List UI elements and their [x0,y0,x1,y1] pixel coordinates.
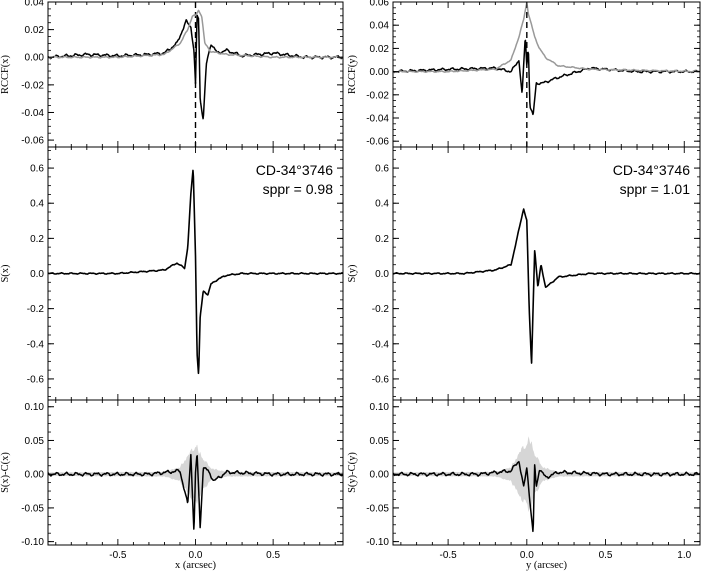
x-tick-label: 0.0 [189,550,203,561]
plot-frame [392,1,701,148]
panel-left-bottom: 0.10 0.05 0.00 -0.05 -0.10 -0.5 0.0 0.5 S(x)-C(x… [0,399,344,571]
y-tick-label: 0.0 [30,269,44,280]
panel-right-bottom: 0.10 0.05 0.00 -0.05 -0.10 -0.5 0.0 0.5 1.0 S(y)-… [347,399,701,571]
y-tick-label: 0.02 [370,44,390,55]
series-line-1 [392,460,701,533]
y-tick-label: -0.10 [366,537,389,548]
x-tick-label: 0.5 [266,550,280,561]
y-tick-label: 0.02 [25,25,45,36]
series-line-2 [47,9,344,59]
y-tick-label: 0.00 [25,53,45,64]
panel-right-middle: 0.6 0.4 0.2 0.0 -0.2 -0.4 -0.6 S(y) CD-34°3746 sp… [347,146,701,401]
panel-left-middle: 0.6 0.4 0.2 0.0 -0.2 -0.4 -0.6 S(x) CD-34°3746 sp… [0,146,344,401]
y-tick-label: -0.05 [366,503,389,514]
plot-frame [392,399,701,546]
y-tick-label: -0.6 [27,374,45,385]
y-tick-label: 0.0 [375,269,389,280]
y-tick-label: -0.2 [27,304,45,315]
x-axis-label: y (arcsec) [526,560,568,571]
x-tick-label: -0.5 [109,550,127,561]
y-tick-label: 0.6 [30,164,44,175]
y-tick-label: -0.2 [372,304,390,315]
y-tick-label: 0.04 [370,21,390,32]
y-tick-label: 0.4 [30,199,44,210]
y-tick-label: -0.6 [372,374,390,385]
y-axis-label: RCCF(x) [0,54,11,94]
y-tick-label: 0.2 [30,234,44,245]
y-axis-label: S(x)-C(x) [0,452,11,493]
series-line-2 [392,1,701,74]
sppr-label: sppr = 0.98 [263,181,334,197]
y-tick-label: -0.04 [21,108,44,119]
series-line-1 [47,453,344,530]
y-tick-label: 0.04 [25,0,45,9]
x-tick-label: -0.5 [439,550,457,561]
star-name-label: CD-34°3746 [613,162,690,178]
y-tick-label: -0.06 [21,136,44,147]
series-line-1 [392,39,701,116]
panel-right-top: 0.06 0.04 0.02 0.00 -0.02 -0.04 -0.06 RCCF(y) [347,0,701,148]
sppr-label: sppr = 1.01 [620,181,691,197]
y-tick-label: 0.2 [375,234,389,245]
y-tick-label: 0.06 [370,0,390,9]
y-tick-label: 0.05 [25,436,45,447]
y-tick-label: -0.02 [366,90,389,101]
y-tick-label: 0.4 [375,199,389,210]
y-tick-label: 0.05 [370,436,390,447]
y-tick-label: -0.02 [21,80,44,91]
x-axis-label: x (arcsec) [175,560,217,571]
x-tick-label: 0.5 [599,550,613,561]
y-tick-label: 0.00 [370,470,390,481]
y-tick-label: -0.06 [366,137,389,148]
y-tick-label: 0.10 [370,402,390,413]
x-tick-label: 1.0 [677,550,691,561]
series-line-1 [47,169,344,375]
x-tick-label: 0.0 [520,550,534,561]
y-tick-label: -0.4 [372,339,390,350]
y-tick-label: 0.6 [375,164,389,175]
star-name-label: CD-34°3746 [256,162,333,178]
y-tick-label: -0.4 [27,339,45,350]
y-tick-label: -0.05 [21,503,44,514]
y-axis-label: S(y)-C(y) [347,452,358,493]
y-tick-label: -0.10 [21,537,44,548]
y-tick-label: 0.10 [25,402,45,413]
y-tick-label: 0.00 [370,67,390,78]
uncertainty-band [393,436,700,513]
series-line-1 [47,14,344,120]
y-axis-label: S(x) [0,264,11,283]
y-axis-label: S(y) [347,264,358,283]
y-tick-label: -0.04 [366,114,389,125]
panel-left-top: 0.04 0.02 0.00 -0.02 -0.04 -0.06 RCCF(x) [0,0,344,148]
y-axis-label: RCCF(y) [347,54,358,94]
y-tick-label: 0.00 [25,470,45,481]
series-line-1 [392,208,701,364]
